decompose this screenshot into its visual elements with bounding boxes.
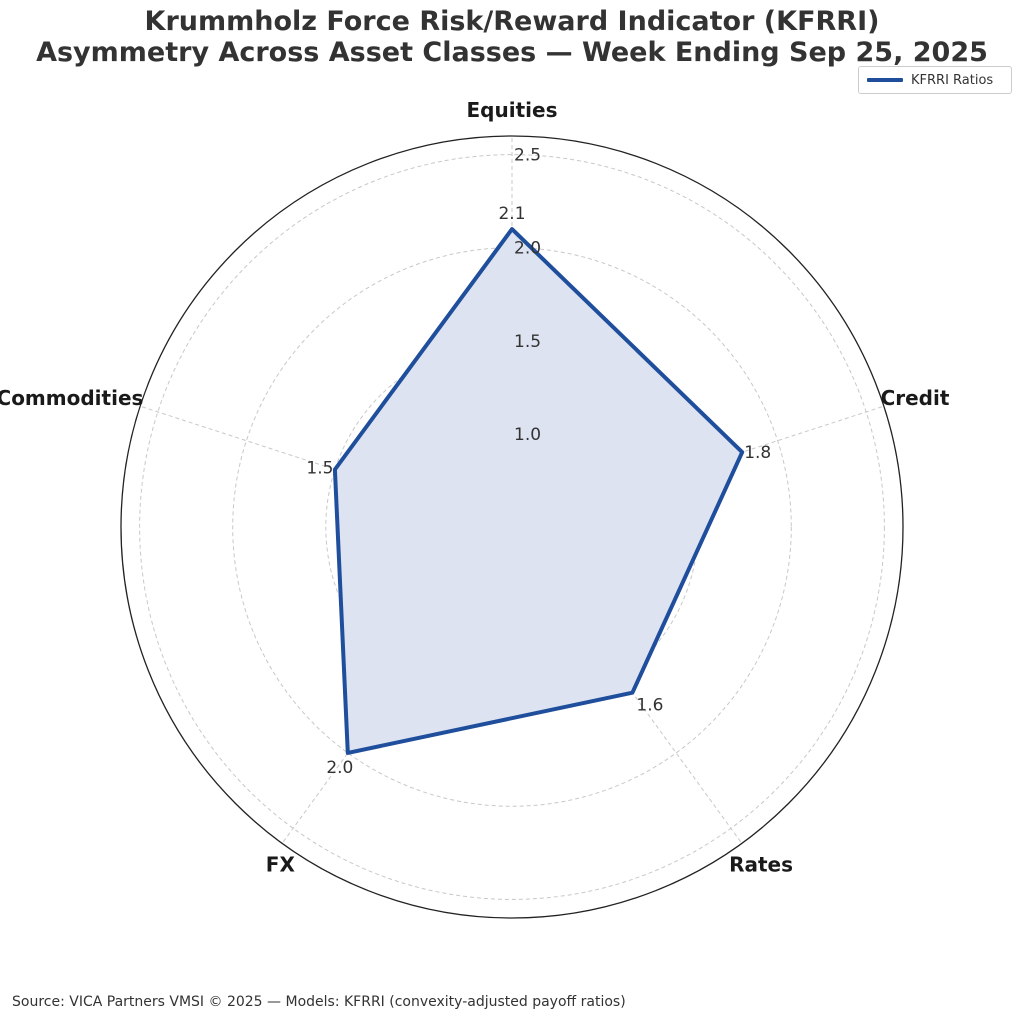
value-label-rates: 1.6 — [636, 696, 663, 716]
value-label-equities: 2.1 — [498, 204, 525, 224]
source-note: Source: VICA Partners VMSI © 2025 — Mode… — [12, 994, 626, 1010]
category-label-credit: Credit — [881, 386, 950, 410]
r-tick-label: 2.0 — [514, 239, 541, 259]
value-label-commodities: 1.5 — [306, 458, 333, 478]
chart-title-line-2: Asymmetry Across Asset Classes — Week En… — [36, 37, 988, 68]
category-label-rates: Rates — [729, 852, 793, 876]
r-tick-label: 1.0 — [514, 425, 541, 445]
grid-circle-3 — [139, 154, 885, 900]
legend-label: KFRRI Ratios — [911, 72, 994, 88]
category-label-fx: FX — [266, 852, 296, 876]
grid-circle-2 — [232, 247, 792, 807]
category-label-commodities: Commodities — [0, 386, 143, 410]
r-tick-label: 1.5 — [514, 332, 541, 352]
legend-swatch — [867, 78, 903, 82]
chart-title: Krummholz Force Risk/Reward Indicator (K… — [0, 6, 1024, 68]
series-layer — [332, 227, 745, 755]
series-line — [332, 227, 745, 755]
value-label-credit: 1.8 — [744, 443, 771, 463]
r-tick-label: 2.5 — [514, 146, 541, 166]
series-area — [334, 229, 743, 753]
label-layer: 1.0 1.5 2.0 2.5 2.1 1.8 1.6 2.0 1.5 Equities Credi… — [0, 98, 950, 876]
legend: KFRRI Ratios — [858, 66, 1012, 94]
category-label-equities: Equities — [467, 98, 558, 122]
chart-title-line-1: Krummholz Force Risk/Reward Indicator (K… — [144, 6, 880, 37]
value-label-fx: 2.0 — [326, 758, 353, 778]
outer-frame — [120, 135, 904, 919]
